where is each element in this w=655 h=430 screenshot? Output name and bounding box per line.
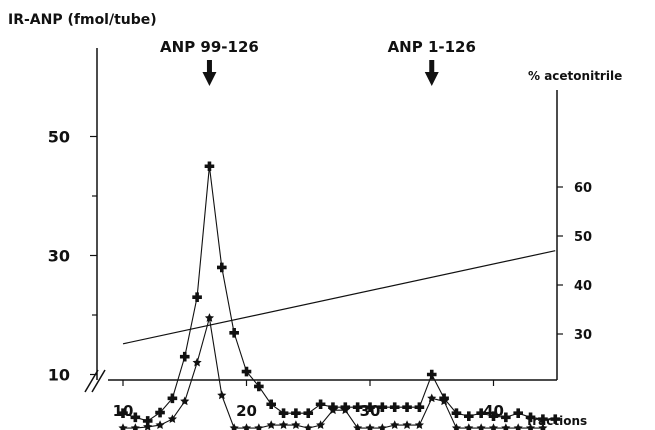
cross-marker — [142, 416, 153, 426]
annotation-layer: ANP 99-126 ANP 1-126 — [160, 38, 476, 86]
cross-marker — [389, 402, 400, 413]
ticks-layer: 1020304010305030405060 — [48, 128, 592, 421]
acetonitrile-gradient-line — [122, 250, 556, 345]
star-marker — [167, 414, 177, 424]
y-right-tick-label: 40 — [574, 279, 592, 294]
y-right-tick-label: 30 — [574, 328, 592, 343]
cross-marker — [291, 408, 301, 418]
cross-marker — [451, 408, 462, 418]
star-marker — [377, 423, 387, 430]
cross-marker — [254, 381, 264, 392]
star-marker — [192, 357, 202, 367]
star-marker — [316, 420, 326, 429]
star-marker — [538, 423, 548, 430]
cross-marker — [414, 402, 425, 413]
star-marker — [118, 423, 128, 430]
y-right-tick-label: 50 — [574, 230, 592, 245]
star-marker — [488, 423, 499, 430]
star-marker — [328, 405, 338, 415]
cross-marker — [303, 408, 314, 418]
cross-marker — [241, 366, 252, 377]
series-line-cross — [122, 166, 556, 422]
axis-break-mark-2 — [91, 369, 106, 393]
y-left-tick-label: 10 — [48, 366, 70, 385]
cross-marker — [118, 408, 128, 418]
y-axis-right-label: % acetonitrile — [528, 69, 622, 83]
star-marker — [476, 423, 486, 430]
down-arrow-icon — [424, 60, 439, 86]
star-marker — [439, 396, 449, 406]
cross-marker — [402, 402, 412, 413]
cross-marker — [550, 414, 561, 424]
star-marker — [464, 423, 474, 430]
star-marker — [365, 423, 375, 430]
star-marker — [143, 422, 153, 430]
cross-marker — [352, 402, 363, 413]
cross-marker — [501, 412, 511, 423]
star-marker — [204, 313, 215, 322]
cross-marker — [130, 412, 141, 423]
cross-marker — [315, 399, 326, 410]
star-marker — [266, 420, 276, 429]
star-marker — [390, 420, 400, 429]
star-marker — [291, 420, 301, 429]
x-axis-label: fractions — [527, 414, 587, 428]
star-marker — [427, 393, 437, 403]
star-marker — [130, 423, 140, 430]
peak-annotation-label: ANP 1-126 — [388, 38, 476, 56]
cross-marker — [464, 411, 474, 421]
axes — [84, 48, 558, 393]
cross-marker — [525, 412, 536, 423]
cross-marker — [155, 407, 165, 418]
cross-marker — [365, 402, 375, 413]
cross-marker — [278, 408, 289, 418]
y-left-tick-label: 50 — [48, 128, 70, 147]
x-tick-label: 20 — [236, 402, 257, 420]
cross-marker — [513, 408, 523, 418]
cross-marker — [377, 402, 388, 413]
star-marker — [217, 390, 227, 400]
star-marker — [340, 405, 350, 415]
star-marker — [451, 423, 462, 430]
down-arrow-icon — [202, 60, 217, 86]
y-right-tick-label: 60 — [574, 181, 592, 196]
x-tick-label: 40 — [483, 402, 504, 420]
cross-marker — [488, 411, 499, 421]
cross-marker — [167, 393, 178, 404]
star-marker — [525, 423, 536, 430]
cross-marker — [179, 351, 190, 362]
cross-marker — [426, 369, 437, 380]
star-marker — [414, 420, 424, 429]
y-left-tick-label: 30 — [48, 247, 70, 266]
star-marker — [513, 423, 523, 430]
cross-marker — [204, 161, 215, 172]
cross-marker — [538, 414, 548, 424]
star-marker — [402, 420, 412, 429]
star-marker — [303, 423, 313, 430]
star-marker — [229, 423, 239, 430]
cross-marker — [266, 399, 276, 410]
cross-marker — [476, 408, 486, 418]
series-layer — [118, 161, 561, 430]
star-marker — [155, 420, 165, 429]
star-marker — [254, 423, 264, 430]
y-axis-left-label: IR-ANP (fmol/tube) — [8, 12, 157, 28]
cross-marker — [192, 292, 202, 302]
star-marker — [501, 423, 511, 430]
star-marker — [241, 423, 252, 430]
gradient-layer — [122, 250, 556, 345]
cross-marker — [217, 262, 227, 273]
star-marker — [278, 420, 289, 429]
cross-marker — [229, 328, 239, 338]
star-marker — [353, 423, 363, 430]
peak-annotation-label: ANP 99-126 — [160, 38, 259, 56]
star-marker — [180, 396, 190, 406]
axis-break-mark-1 — [84, 369, 99, 393]
